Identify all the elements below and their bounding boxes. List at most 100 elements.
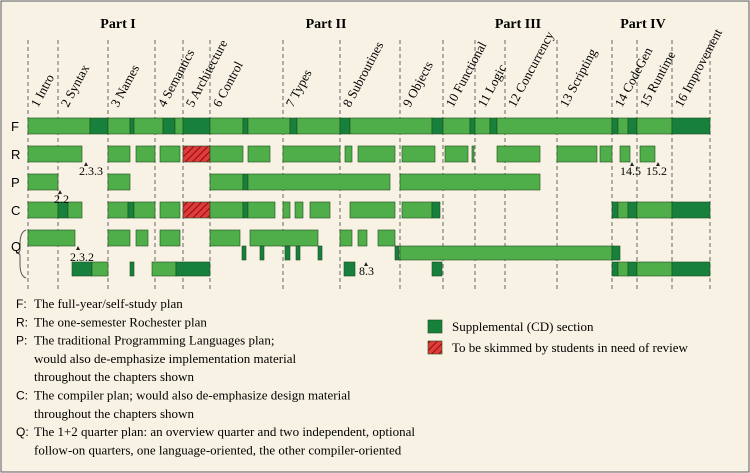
plan-key: Q: <box>16 425 29 439</box>
section <box>249 229 319 247</box>
section <box>209 201 244 219</box>
section <box>135 145 156 163</box>
section <box>401 145 436 163</box>
annotation: 2.3.3 <box>79 164 103 178</box>
supplemental-section <box>469 117 476 135</box>
supplemental-section <box>89 117 109 135</box>
section <box>107 117 131 135</box>
section <box>496 145 541 163</box>
section <box>209 229 241 247</box>
supplemental-section <box>627 201 638 219</box>
section <box>309 201 331 219</box>
supplemental-section <box>317 245 323 261</box>
supplemental-section <box>431 201 441 219</box>
supplemental-section <box>175 261 211 277</box>
section <box>107 229 131 247</box>
supplemental-section <box>627 117 638 135</box>
legend-skim-swatch <box>427 340 443 355</box>
section <box>339 229 353 247</box>
row-label: F <box>11 119 19 134</box>
annotation: 8.3 <box>359 264 374 278</box>
section <box>349 201 396 219</box>
supplemental-section <box>671 117 711 135</box>
section <box>133 117 164 135</box>
section <box>27 173 59 191</box>
legend-skim: To be skimmed by students in need of rev… <box>452 340 689 355</box>
section <box>344 145 353 163</box>
section <box>357 229 368 247</box>
section <box>474 117 491 135</box>
supplemental-section <box>162 117 176 135</box>
plan-key: R: <box>16 315 28 329</box>
legend-supplemental-swatch <box>427 319 443 334</box>
supplemental-section <box>611 201 619 219</box>
plan-key: F: <box>16 297 27 311</box>
section <box>357 145 396 163</box>
section <box>133 201 156 219</box>
plan-text: The traditional Programming Languages pl… <box>34 333 274 348</box>
plan-text: The one-semester Rochester plan <box>34 314 207 329</box>
supplemental-section <box>242 117 249 135</box>
part-label: Part IV <box>620 17 666 32</box>
plan-text: The compiler plan; would also de-emphasi… <box>34 388 351 403</box>
section <box>209 117 244 135</box>
section <box>247 145 271 163</box>
supplemental-section <box>259 245 265 261</box>
plan-text: The 1+2 quarter plan: an overview quarte… <box>34 424 415 439</box>
section <box>617 201 629 219</box>
supplemental-section <box>295 245 301 261</box>
section <box>401 201 433 219</box>
plan-text: The full-year/self-study plan <box>34 296 183 311</box>
supplemental-section <box>431 117 444 135</box>
section <box>294 201 304 219</box>
skim-section <box>182 145 211 163</box>
plan-text: follow-on quarters, one language-oriente… <box>34 442 402 457</box>
supplemental-section <box>242 201 249 219</box>
plan-text: throughout the chapters shown <box>34 406 194 421</box>
section <box>399 173 541 191</box>
part-label: Part II <box>306 17 347 32</box>
section <box>636 117 673 135</box>
section <box>282 145 341 163</box>
section <box>617 261 629 277</box>
section <box>444 145 469 163</box>
annotation: 14.5 <box>620 164 641 178</box>
arrowhead <box>656 162 660 166</box>
supplemental-section <box>339 117 351 135</box>
supplemental-section <box>182 117 211 135</box>
section <box>159 229 181 247</box>
supplemental-section <box>671 201 711 219</box>
supplemental-section <box>671 261 711 277</box>
supplemental-section <box>627 261 638 277</box>
section <box>636 201 673 219</box>
section <box>174 117 184 135</box>
section <box>107 173 131 191</box>
arrowhead <box>84 162 88 166</box>
section <box>27 145 83 163</box>
supplemental-section <box>289 117 298 135</box>
section <box>619 145 631 163</box>
arrowhead <box>364 262 368 266</box>
skim-section <box>182 201 211 219</box>
section <box>556 145 598 163</box>
section <box>135 229 149 247</box>
supplemental-section <box>611 261 619 277</box>
supplemental-section <box>394 245 400 261</box>
section <box>27 117 91 135</box>
row-label: R <box>11 147 20 162</box>
section <box>247 173 391 191</box>
arrowhead <box>630 162 634 166</box>
section <box>349 117 433 135</box>
supplemental-section <box>611 117 619 135</box>
q-brace <box>15 229 27 279</box>
section <box>91 261 109 277</box>
section <box>471 145 475 163</box>
part-label: Part I <box>100 17 135 32</box>
part-label: Part III <box>495 17 541 32</box>
annotation: 2.3.2 <box>70 250 94 264</box>
supplemental-section <box>241 245 247 261</box>
annotation: 15.2 <box>646 164 667 178</box>
section <box>107 145 131 163</box>
